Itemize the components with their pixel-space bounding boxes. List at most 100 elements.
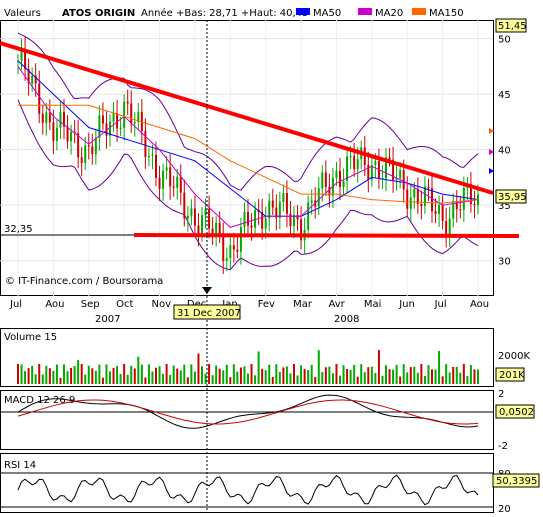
candle-body (285, 193, 288, 214)
candle-body (296, 214, 299, 220)
volume-bar (293, 364, 295, 384)
volume-bar (84, 374, 87, 384)
candle-body (119, 127, 122, 129)
candle-body (367, 164, 370, 180)
rsi-tick-bottom: 20 (498, 504, 511, 515)
volume-bar (126, 374, 129, 384)
volume-bar (399, 376, 402, 384)
candle-body (236, 249, 239, 252)
candle-body (84, 145, 87, 164)
candle-body (94, 137, 97, 155)
candle-body (201, 215, 203, 234)
candle-body (77, 132, 80, 158)
date-marker (173, 304, 241, 320)
volume-bar (45, 365, 48, 384)
support-line (133, 233, 520, 238)
candle-body (370, 165, 373, 180)
bollinger-lower (17, 99, 479, 271)
volume-bar (24, 371, 27, 384)
volume-bar (455, 366, 458, 384)
volume-bar (469, 365, 472, 384)
candle-body (55, 127, 58, 141)
ma150-arrow-icon (489, 128, 494, 134)
candle-body (392, 159, 395, 180)
candle-body (321, 172, 324, 189)
candle-body (193, 208, 196, 226)
volume-bar (91, 368, 94, 384)
volume-bar (427, 365, 430, 384)
month-label: Jul (434, 299, 447, 310)
main-grid (0, 20, 493, 296)
candle-body (70, 131, 73, 142)
ma20-arrow-icon (489, 149, 494, 155)
volume-bar (105, 364, 108, 384)
candle-body (268, 200, 271, 219)
volume-bar (462, 364, 465, 384)
volume-bar (402, 364, 405, 384)
volume-bar (236, 371, 239, 384)
macd-last-marker (495, 404, 535, 419)
candle-body (63, 112, 65, 127)
rsi-path (17, 474, 479, 506)
candle-body (52, 122, 55, 141)
volume-bar (473, 369, 476, 384)
volume-bar (363, 372, 366, 384)
bollinger-upper (17, 32, 479, 191)
volume-title: Volume 15 (4, 332, 57, 343)
month-label: Aou (470, 299, 489, 310)
month-label: Nov (152, 299, 172, 310)
volume-bar (34, 374, 37, 384)
volume-bar (300, 365, 303, 384)
volume-bar (48, 368, 51, 384)
candle-body (254, 209, 257, 228)
volume-bar (225, 364, 228, 384)
volume-bar (73, 365, 76, 384)
volume-bar (434, 369, 437, 384)
candle-body (169, 167, 172, 187)
price-axis: 50 45 40 35 30 (498, 35, 511, 268)
month-label: Fev (258, 299, 275, 310)
volume-bar (119, 373, 122, 384)
volume-bar (335, 364, 338, 384)
volume-bar (41, 374, 44, 384)
volume-bar (346, 369, 349, 384)
month-label: Mar (293, 299, 313, 310)
price-tick: 30 (498, 257, 511, 268)
volume-bar (431, 369, 433, 384)
volume-bar (63, 364, 65, 384)
volume-bar (179, 370, 182, 384)
volume-bar (201, 366, 203, 384)
candle-body (190, 208, 193, 216)
volume-bar (133, 368, 136, 384)
price-candles (17, 37, 479, 274)
candle-body (151, 154, 154, 156)
ma50-arrow-icon (489, 168, 494, 174)
volume-bar (158, 366, 161, 384)
candle-body (310, 200, 313, 203)
candle-body (183, 192, 186, 219)
volume-bar (222, 370, 225, 384)
rsi-title: RSI 14 (4, 460, 36, 471)
candle-body (112, 113, 115, 122)
candle-body (346, 156, 349, 182)
date-marker-text: 31 Dec 2007 (177, 308, 241, 319)
volume-bar (165, 364, 168, 384)
volume-bar (257, 351, 260, 384)
candle-body (271, 200, 274, 208)
volume-bar (190, 364, 193, 384)
candle-body (27, 68, 30, 84)
volume-bar (356, 376, 359, 384)
candle-body (264, 218, 267, 229)
candle-body (87, 145, 90, 147)
candle-body (261, 212, 264, 229)
volume-bar (116, 366, 119, 384)
candle-body (459, 209, 462, 211)
ma-line (17, 66, 479, 228)
volume-bar (324, 367, 327, 384)
candle-body (441, 204, 444, 222)
support-label: 32,35 (4, 224, 33, 235)
candle-body (388, 157, 391, 160)
volume-bar (77, 360, 80, 384)
volume-bar (59, 377, 62, 384)
candle-body (204, 208, 207, 216)
